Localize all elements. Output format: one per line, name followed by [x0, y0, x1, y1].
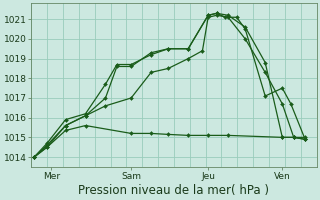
X-axis label: Pression niveau de la mer( hPa ): Pression niveau de la mer( hPa )	[78, 184, 269, 197]
